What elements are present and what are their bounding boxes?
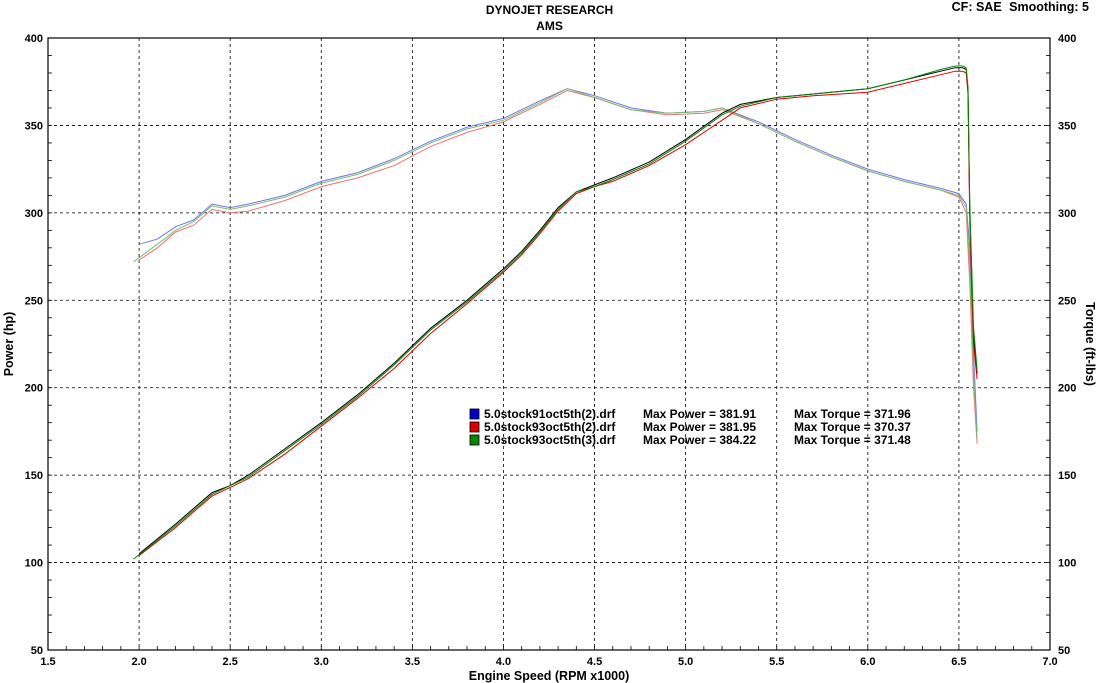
plot-frame — [47, 37, 1051, 651]
torque-line-series-2 — [133, 88, 978, 441]
x-tick-label: 1.5 — [40, 656, 55, 668]
y-tick-label: 200 — [25, 383, 43, 395]
y2-tick-label: 100 — [1058, 558, 1076, 570]
y2-tick-label: 200 — [1058, 383, 1076, 395]
cf-label: CF: SAE — [951, 0, 1002, 14]
legend-max-torque: Max Torque = 370.37 — [794, 420, 911, 434]
grid — [48, 38, 1050, 650]
power-line-series-1 — [138, 70, 978, 556]
y-tick-label: 350 — [25, 120, 43, 132]
smoothing-label: Smoothing: 5 — [1009, 0, 1089, 14]
x-axis-label: Engine Speed (RPM x1000) — [469, 669, 629, 683]
x-tick-label: 4.5 — [587, 656, 602, 668]
y2-tick-label: 350 — [1058, 120, 1076, 132]
chart-subtitle: AMS — [536, 19, 563, 33]
x-tick-label: 7.0 — [1042, 656, 1057, 668]
y-tick-label: 250 — [25, 295, 43, 307]
legend-series-name: 5.0stock93oct5th(2).drf — [484, 420, 616, 434]
y2-tick-label: 400 — [1058, 33, 1076, 45]
y-axis-label: Power (hp) — [2, 312, 16, 377]
legend-max-power: Max Power = 384.22 — [643, 433, 756, 447]
series-lines — [133, 65, 978, 560]
axis-ticks: 1.5 2.0 2.5 3.0 3.5 4.0 4.5 5.0 5.5 6.0 6.5 7.050 50… — [25, 33, 1077, 668]
power-line-series-2 — [133, 65, 978, 560]
x-tick-label: 6.0 — [860, 656, 875, 668]
y2-tick-label: 250 — [1058, 295, 1076, 307]
x-tick-label: 2.0 — [131, 656, 146, 668]
power-line-series-0 — [138, 67, 978, 555]
legend-series-name: 5.0stock91oct5th(2).drf — [484, 407, 616, 421]
correction-info: CF: SAE Smoothing: 5 — [948, 0, 1089, 14]
torque-line-series-0 — [138, 88, 978, 432]
y2-tick-label: 300 — [1058, 208, 1076, 220]
y-tick-label: 400 — [25, 33, 43, 45]
legend-max-power: Max Power = 381.95 — [643, 420, 756, 434]
legend-swatch-1 — [469, 421, 480, 433]
legend-max-torque: Max Torque = 371.96 — [794, 407, 911, 421]
y2-tick-label: 50 — [1058, 645, 1070, 657]
x-tick-label: 2.5 — [223, 656, 238, 668]
legend-swatch-2 — [469, 434, 480, 446]
y-tick-label: 100 — [25, 558, 43, 570]
y2-axis-label: Torque (ft-lbs) — [1083, 302, 1097, 386]
legend-max-torque: Max Torque = 371.48 — [794, 433, 911, 447]
y-tick-label: 50 — [31, 645, 43, 657]
x-tick-label: 5.0 — [678, 656, 693, 668]
torque-line-series-1 — [138, 89, 978, 444]
x-tick-label: 3.0 — [314, 656, 329, 668]
legend: 5.0stock91oct5th(2).drf Max Power = 381.9… — [469, 407, 911, 447]
legend-max-power: Max Power = 381.91 — [643, 407, 756, 421]
y-tick-label: 300 — [25, 208, 43, 220]
x-tick-label: 4.0 — [496, 656, 511, 668]
y2-tick-label: 150 — [1058, 470, 1076, 482]
chart-title: DYNOJET RESEARCH — [485, 3, 614, 17]
x-tick-label: 5.5 — [769, 656, 784, 668]
y-tick-label: 150 — [25, 470, 43, 482]
x-tick-label: 6.5 — [951, 656, 966, 668]
legend-swatch-0 — [469, 408, 480, 420]
x-tick-label: 3.5 — [405, 656, 420, 668]
legend-series-name: 5.0stock93oct5th(3).drf — [484, 433, 616, 447]
